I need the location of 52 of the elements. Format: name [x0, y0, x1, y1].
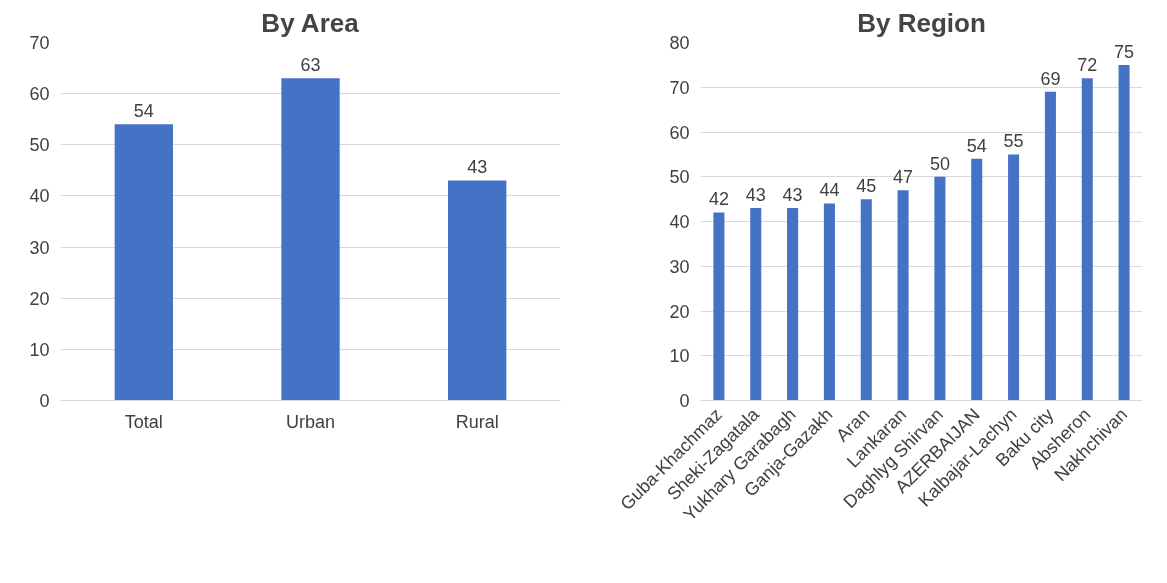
data-label: 44 — [819, 180, 840, 201]
bar — [114, 124, 173, 401]
y-tick-label: 80 — [669, 33, 690, 53]
data-label: 54 — [966, 135, 987, 156]
y-tick-label: 60 — [29, 84, 50, 105]
y-tick-label: 70 — [669, 77, 690, 98]
y-tick-label: 40 — [669, 212, 690, 232]
bar — [1008, 154, 1020, 401]
data-label: 55 — [1003, 131, 1024, 152]
bar — [1081, 78, 1093, 401]
y-tick-label: 30 — [29, 237, 50, 258]
data-label: 47 — [893, 167, 914, 188]
y-tick-label: 0 — [679, 391, 690, 411]
x-tick-label: Rural — [455, 411, 499, 432]
bar — [713, 212, 725, 401]
bar — [1118, 64, 1130, 401]
bar — [860, 199, 872, 401]
y-tick-label: 0 — [39, 391, 50, 411]
bar — [1044, 91, 1056, 401]
data-label: 63 — [300, 55, 321, 76]
y-tick-label: 60 — [669, 122, 690, 143]
data-label: 42 — [708, 189, 729, 210]
data-label: 50 — [929, 153, 950, 174]
data-label: 54 — [133, 101, 154, 122]
y-tick-label: 20 — [669, 301, 690, 322]
bar — [971, 158, 983, 401]
bar — [787, 208, 799, 401]
bar — [934, 176, 946, 401]
x-tick-label: Urban — [285, 411, 336, 432]
data-label: 43 — [745, 184, 766, 205]
data-label: 43 — [467, 157, 488, 178]
bar — [823, 203, 835, 401]
chart-title: By Area — [261, 7, 360, 38]
bar — [448, 180, 507, 401]
data-label: 75 — [1114, 41, 1135, 62]
y-tick-label: 40 — [29, 186, 50, 207]
y-tick-label: 10 — [29, 339, 50, 360]
bar — [897, 190, 909, 401]
y-tick-label: 50 — [29, 135, 50, 156]
y-tick-label: 20 — [29, 288, 50, 309]
y-tick-label: 30 — [669, 256, 690, 277]
y-tick-label: 10 — [669, 346, 690, 367]
data-label: 69 — [1040, 68, 1061, 89]
chart-title: By Region — [857, 7, 986, 38]
data-label: 72 — [1077, 55, 1098, 76]
data-label: 43 — [782, 184, 803, 205]
bar — [281, 78, 340, 401]
x-tick-label: Total — [124, 411, 163, 432]
bar — [750, 208, 762, 401]
y-tick-label: 50 — [669, 167, 690, 188]
data-label: 45 — [856, 175, 877, 196]
y-tick-label: 70 — [29, 33, 50, 53]
